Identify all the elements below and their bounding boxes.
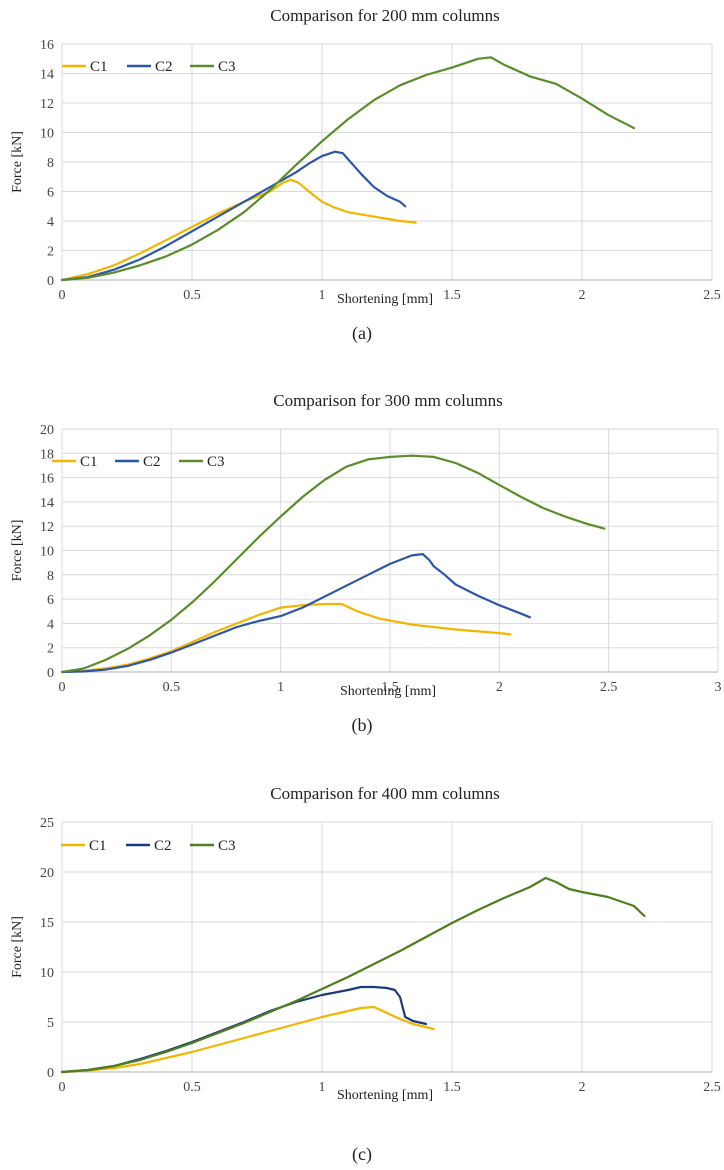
x-tick-label: 2 <box>579 288 586 303</box>
series-line-c2 <box>60 552 532 674</box>
y-tick-label: 16 <box>40 38 54 53</box>
x-tick-label: 2 <box>579 1080 586 1095</box>
x-tick-label: 2.5 <box>600 680 618 695</box>
y-tick-label: 0 <box>47 666 54 681</box>
chart-1: 0 2 4 6 8 10 12 14 16 0 0.5 1 1.5 2 2.5 Comparison for … <box>10 6 721 344</box>
y-tick-label: 0 <box>47 1066 54 1081</box>
series-line-c1 <box>60 1005 435 1074</box>
series-line-c1 <box>60 178 417 282</box>
y-tick-label: 18 <box>40 447 54 462</box>
legend-label-c2: C2 <box>155 59 173 75</box>
chart-title: Comparison for 200 mm columns <box>270 6 499 25</box>
y-tick-label: 0 <box>47 274 54 289</box>
legend-label-c1: C1 <box>80 454 98 470</box>
x-tick-label: 1.5 <box>443 1080 461 1095</box>
y-tick-label: 4 <box>47 617 54 632</box>
y-tick-label: 20 <box>40 866 54 881</box>
y-tick-label: 2 <box>47 245 54 260</box>
legend-label-c3: C3 <box>218 59 236 75</box>
x-tick-label: 2.5 <box>703 1080 721 1095</box>
figure-caption: (c) <box>352 1144 372 1165</box>
y-axis-label: Force [kN] <box>10 520 25 582</box>
y-tick-label: 8 <box>47 569 54 584</box>
x-tick-label: 0.5 <box>163 680 181 695</box>
y-tick-label: 6 <box>47 186 54 201</box>
y-axis-label: Force [kN] <box>10 916 25 978</box>
series-line-c3 <box>60 56 636 282</box>
y-tick-label: 2 <box>47 642 54 657</box>
y-tick-label: 20 <box>40 423 54 438</box>
x-tick-label: 0.5 <box>183 1080 201 1095</box>
y-tick-label: 25 <box>40 816 54 831</box>
x-tick-label: 3 <box>715 680 722 695</box>
series-line-c1 <box>60 602 512 674</box>
series-line-c3 <box>60 876 646 1074</box>
y-tick-label: 15 <box>40 916 54 931</box>
x-tick-label: 1.5 <box>381 680 399 695</box>
y-tick-label: 6 <box>47 593 54 608</box>
y-tick-label: 16 <box>40 472 54 487</box>
chart-2: 0 2 4 6 8 10 12 14 16 18 20 0 0.5 1 1.5 2 2.5 3 Comparison… <box>10 391 722 736</box>
legend-label-c2: C2 <box>143 454 161 470</box>
figure-caption: (a) <box>352 323 372 344</box>
legend-label-c3: C3 <box>207 454 225 470</box>
series-line-c3 <box>60 454 606 674</box>
x-tick-label: 1.5 <box>443 288 461 303</box>
x-tick-label: 2.5 <box>703 288 721 303</box>
y-tick-label: 5 <box>47 1016 54 1031</box>
y-tick-label: 10 <box>40 966 54 981</box>
y-tick-label: 12 <box>40 97 54 112</box>
series-line-c2 <box>60 150 407 282</box>
x-axis-label: Shortening [mm] <box>337 292 433 307</box>
y-tick-label: 10 <box>40 545 54 560</box>
x-tick-label: 0 <box>59 680 66 695</box>
legend-label-c2: C2 <box>154 838 172 854</box>
series-line-c2 <box>60 985 428 1074</box>
chart-3: 0 5 10 15 20 25 0 0.5 1 1.5 2 2.5 Comparison for 400… <box>10 784 721 1165</box>
x-tick-label: 2 <box>496 680 503 695</box>
x-tick-label: 0 <box>59 1080 66 1095</box>
legend-label-c3: C3 <box>218 838 236 854</box>
y-tick-label: 14 <box>40 68 54 83</box>
x-tick-label: 1 <box>319 288 326 303</box>
legend-label-c1: C1 <box>89 838 107 854</box>
y-tick-label: 14 <box>40 496 54 511</box>
y-tick-label: 8 <box>47 156 54 171</box>
legend-label-c1: C1 <box>90 59 108 75</box>
x-tick-label: 1 <box>277 680 284 695</box>
y-tick-label: 4 <box>47 215 54 230</box>
y-axis-label: Force [kN] <box>10 131 25 193</box>
x-axis-label: Shortening [mm] <box>340 684 436 699</box>
chart-title: Comparison for 300 mm columns <box>273 391 502 410</box>
x-tick-label: 0 <box>59 288 66 303</box>
x-axis-label: Shortening [mm] <box>337 1088 433 1103</box>
y-tick-label: 10 <box>40 127 54 142</box>
chart-title: Comparison for 400 mm columns <box>270 784 499 803</box>
figure-caption: (b) <box>352 715 373 736</box>
y-tick-label: 12 <box>40 520 54 535</box>
x-tick-label: 0.5 <box>183 288 201 303</box>
x-tick-label: 1 <box>319 1080 326 1095</box>
